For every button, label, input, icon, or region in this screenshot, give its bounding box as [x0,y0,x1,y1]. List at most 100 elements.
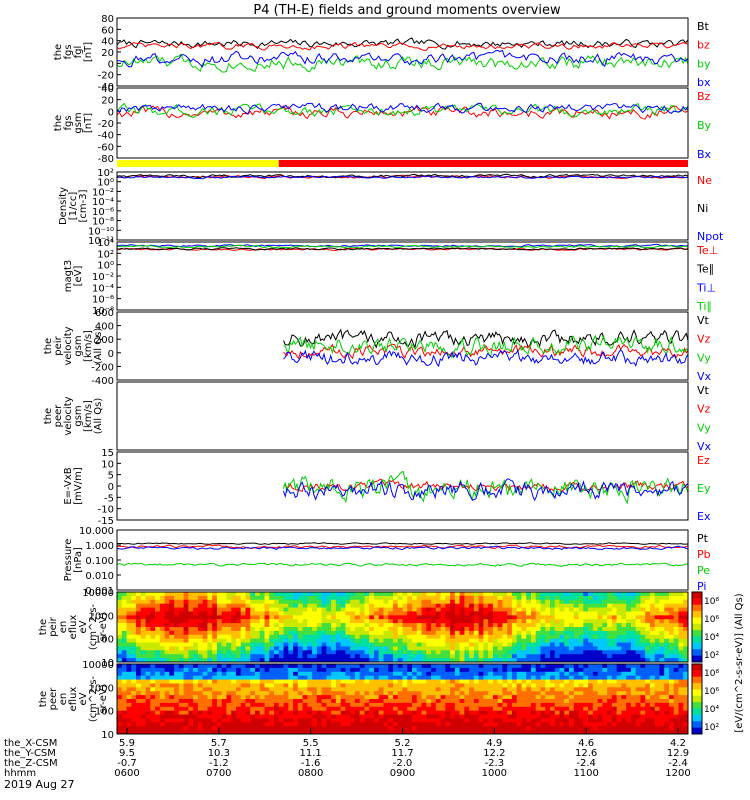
heatmap-cell [497,646,503,651]
heatmap-cell [445,683,451,688]
heatmap-cell [274,699,280,704]
heatmap-cell [388,638,394,643]
heatmap-cell [488,615,494,620]
heatmap-cell [326,687,332,692]
heatmap-cell [121,658,127,663]
heatmap-cell [426,634,432,640]
heatmap-cell [664,642,670,647]
heatmap-cell [521,714,527,719]
heatmap-cell [388,634,394,640]
ytick-label: -40 [98,131,114,142]
panel-peir-eflux: the peir en eflux eV (cm^2-s-sr-eV)1000010001… [38,588,719,669]
heatmap-cell [250,730,256,735]
heatmap-cell [592,630,598,636]
heatmap-cell [345,642,351,647]
heatmap-cell [364,630,370,636]
heatmap-cell [121,718,127,723]
heatmap-cell [526,611,532,616]
heatmap-cell [469,683,475,688]
heatmap-cell [207,699,213,704]
heatmap-cell [464,675,470,680]
heatmap-cell [131,691,137,696]
heatmap-cell [464,634,470,640]
heatmap-cell [502,592,508,597]
heatmap-cell [264,654,270,659]
heatmap-cell [626,650,632,655]
heatmap-cell [288,683,294,688]
heatmap-cell [359,699,365,704]
heatmap-cell [145,592,151,597]
heatmap-cell [478,706,484,712]
heatmap-cell [502,664,508,669]
heatmap-cell [155,607,161,612]
heatmap-cell [221,611,227,616]
heatmap-cell [392,706,399,712]
time-tick-label: 12.6 [575,748,597,759]
heatmap-cell [312,691,318,696]
heatmap-cell [169,718,175,723]
heatmap-cell [259,706,265,712]
heatmap-cell [554,726,560,731]
ytick-label: 10² [97,168,114,179]
legend-bz: bz [697,39,710,52]
heatmap-cell [145,702,151,708]
heatmap-cell [611,726,618,731]
heatmap-cell [183,679,189,684]
heatmap-cell [540,646,546,651]
heatmap-cell [431,683,437,688]
heatmap-cell [559,646,565,651]
heatmap-cell [597,654,603,659]
heatmap-cell [359,619,365,624]
heatmap-cell [169,630,175,636]
heatmap-cell [159,664,165,669]
heatmap-cell [492,607,499,612]
heatmap-cell [588,627,594,632]
heatmap-cell [359,634,365,640]
heatmap-cell [302,638,308,643]
panel-ylabel: peer [48,687,59,711]
heatmap-cell [426,592,432,597]
heatmap-cell [117,722,123,727]
heatmap-cell [459,654,465,659]
panel-ylabel: [eV] [73,266,84,287]
heatmap-cell [212,615,218,620]
heatmap-cell [126,607,132,612]
heatmap-cell [312,722,318,727]
heatmap-cell [212,683,218,688]
heatmap-cell [188,714,194,719]
heatmap-cell [454,646,460,651]
heatmap-cell [640,642,646,647]
heatmap-cell [588,671,594,677]
heatmap-cell [316,592,323,597]
heatmap-cell [269,650,275,655]
heatmap-cell [302,634,308,640]
heatmap-cell [473,691,480,696]
heatmap-cell [502,726,508,731]
heatmap-cell [668,714,675,719]
heatmap-cell [121,603,127,608]
heatmap-cell [259,646,265,651]
heatmap-cell [526,654,532,659]
heatmap-cell [126,638,132,643]
heatmap-cell [469,619,475,624]
heatmap-cell [659,675,665,680]
heatmap-cell [602,619,608,624]
heatmap-cell [383,710,389,715]
heatmap-cell [302,679,308,684]
heatmap-cell [150,619,156,624]
heatmap-cell [216,603,223,608]
heatmap-cell [530,691,537,696]
heatmap-cell [473,607,480,612]
heatmap-cell [155,714,161,719]
heatmap-cell [597,675,603,680]
heatmap-cell [250,671,256,677]
heatmap-cell [331,702,337,708]
heatmap-cell [473,638,480,643]
heatmap-cell [478,722,484,727]
heatmap-cell [483,634,489,640]
heatmap-cell [464,650,470,655]
legend-Bt: Bt [697,20,710,33]
heatmap-cell [435,611,441,616]
heatmap-cell [359,658,365,663]
